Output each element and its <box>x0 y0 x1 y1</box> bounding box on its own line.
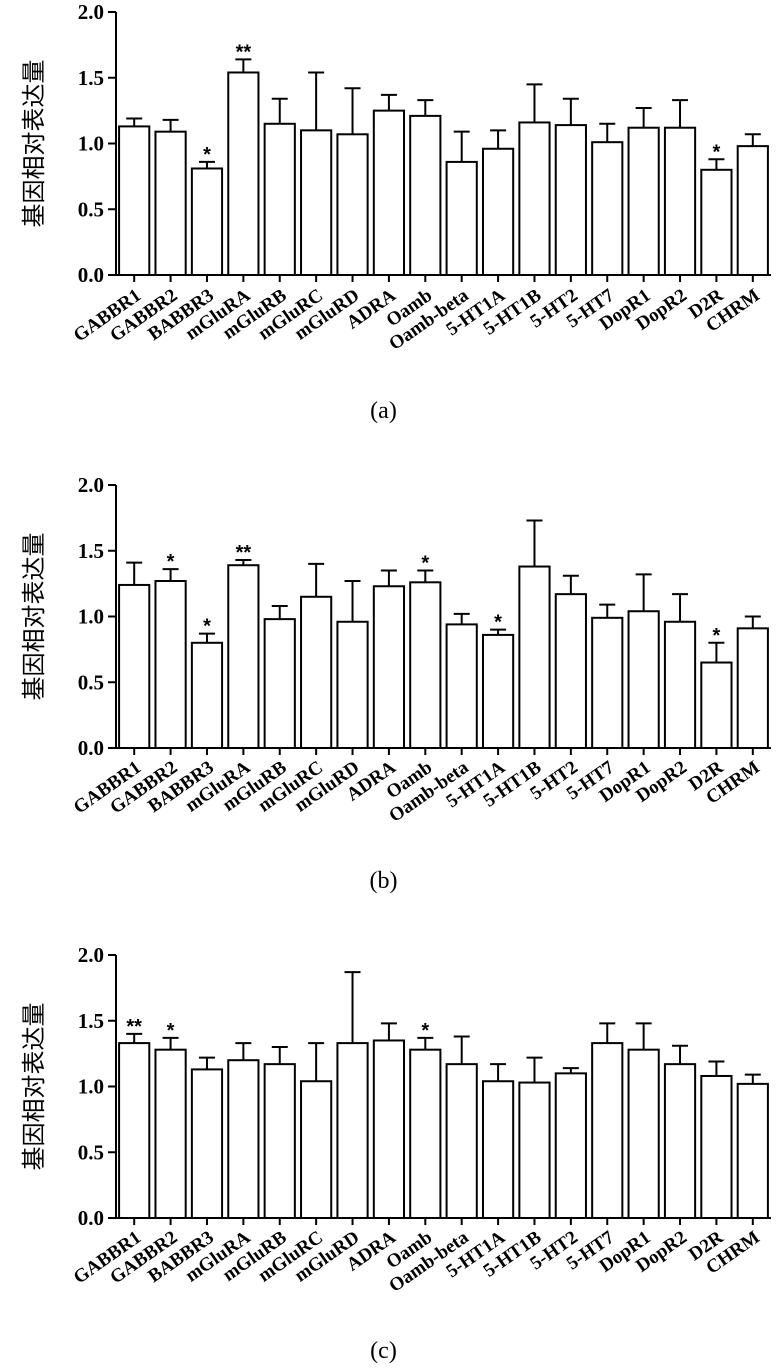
bar <box>372 585 406 749</box>
panel-label: (b) <box>370 868 398 894</box>
bar <box>700 1074 733 1219</box>
bar <box>481 1080 515 1219</box>
y-tick-label: 0.5 <box>78 197 104 221</box>
significance-mark: * <box>421 552 429 574</box>
y-tick-label: 1.0 <box>78 132 104 156</box>
bar <box>190 167 224 276</box>
significance-mark: * <box>421 1020 429 1042</box>
bar <box>591 141 624 276</box>
bar <box>627 126 660 276</box>
bar <box>336 133 369 276</box>
significance-mark: * <box>713 141 721 163</box>
bar <box>263 618 296 749</box>
y-tick-label: 1.5 <box>78 66 104 90</box>
bar <box>554 593 587 750</box>
bar <box>190 641 224 749</box>
bar <box>663 126 697 276</box>
panel-label: (a) <box>370 398 397 424</box>
bar <box>118 125 151 276</box>
bar <box>445 160 478 276</box>
bar <box>663 1063 697 1220</box>
bar <box>154 1048 187 1220</box>
significance-mark: ** <box>126 1016 142 1038</box>
bar <box>591 616 624 749</box>
bar <box>300 1080 333 1219</box>
bar <box>700 661 733 750</box>
y-axis-title: 基因相对表达量 <box>20 1003 48 1171</box>
y-axis-title: 基因相对表达量 <box>20 60 48 228</box>
bar <box>227 1059 260 1219</box>
bar <box>336 620 369 750</box>
y-tick-label: 1.0 <box>78 605 104 629</box>
bar <box>736 1082 769 1219</box>
bar <box>736 145 769 276</box>
significance-mark: * <box>494 612 502 634</box>
significance-mark: * <box>167 551 175 573</box>
y-tick-label: 0.0 <box>78 263 104 287</box>
y-tick-label: 0.0 <box>78 1206 104 1230</box>
bar <box>300 129 333 276</box>
y-tick-label: 1.5 <box>78 1009 104 1033</box>
bar <box>409 581 442 749</box>
y-tick-label: 2.0 <box>78 0 104 24</box>
bar <box>663 620 697 750</box>
y-tick-label: 2.0 <box>78 943 104 967</box>
bar <box>118 1042 151 1219</box>
bar <box>554 1072 587 1219</box>
bar <box>481 633 515 749</box>
bar <box>409 114 442 277</box>
y-axis-title: 基因相对表达量 <box>20 533 48 701</box>
y-tick-label: 0.5 <box>78 1140 104 1164</box>
bar <box>227 71 260 276</box>
bar <box>518 565 551 750</box>
bar <box>190 1068 224 1220</box>
bar <box>227 564 260 750</box>
y-tick-label: 1.0 <box>78 1075 104 1099</box>
panel-a: 0.00.51.01.52.0基因相对表达量GABBR1GABBR2*BABBR… <box>20 0 771 424</box>
significance-mark: * <box>203 144 211 166</box>
y-tick-label: 2.0 <box>78 473 104 497</box>
y-tick-label: 0.0 <box>78 736 104 760</box>
bar <box>154 130 187 276</box>
y-tick-label: 0.5 <box>78 670 104 694</box>
bar <box>518 121 551 276</box>
panel-b: 0.00.51.01.52.0基因相对表达量GABBR1*GABBR2*BABB… <box>20 473 771 894</box>
bar <box>118 583 151 749</box>
bar <box>445 1063 478 1220</box>
bar <box>554 124 587 276</box>
bar <box>372 109 406 276</box>
y-tick-label: 1.5 <box>78 539 104 563</box>
bar <box>445 623 478 750</box>
bar <box>736 627 769 750</box>
bar <box>372 1039 406 1219</box>
bar <box>627 1048 660 1220</box>
bar <box>627 610 660 749</box>
bar <box>336 1042 369 1219</box>
bar <box>700 168 733 276</box>
significance-mark: * <box>713 625 721 647</box>
bar <box>518 1081 551 1220</box>
bar <box>263 1063 296 1220</box>
significance-mark: * <box>167 1020 175 1042</box>
bar <box>409 1048 442 1220</box>
significance-mark: ** <box>236 542 252 564</box>
bar <box>591 1042 624 1219</box>
panel-label: (c) <box>370 1338 397 1364</box>
significance-mark: * <box>203 616 211 638</box>
significance-mark: ** <box>236 41 252 63</box>
bar <box>300 595 333 750</box>
bar <box>481 147 515 276</box>
bar <box>263 122 296 277</box>
bar <box>154 579 187 749</box>
